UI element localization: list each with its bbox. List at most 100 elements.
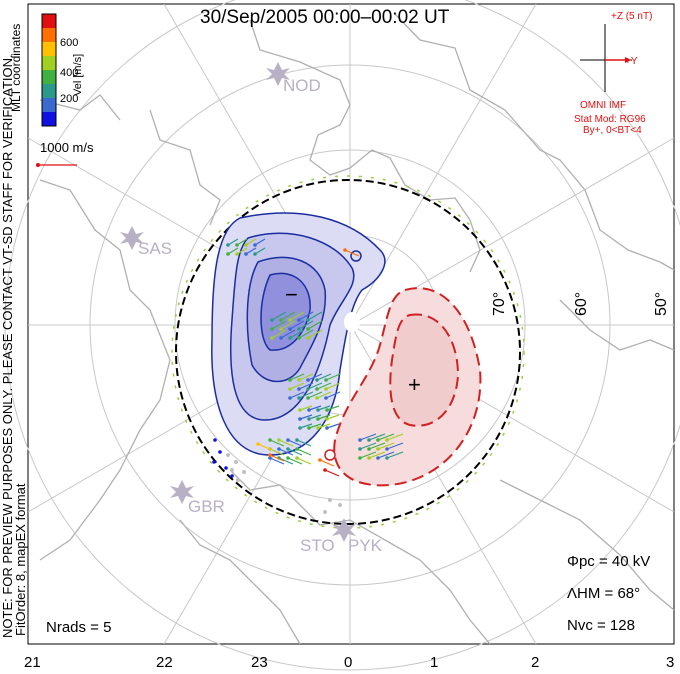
velocity-vector — [316, 391, 332, 399]
imf-source: OMNI IMF — [580, 100, 627, 111]
velocity-vector — [326, 405, 340, 411]
velocity-vector — [325, 391, 341, 399]
vector-origin — [295, 456, 299, 460]
velocity-vector — [296, 439, 312, 447]
velocity-vector — [236, 247, 248, 255]
station-marker-gbr — [170, 480, 194, 504]
imf-clock — [580, 24, 632, 92]
vector-origin — [316, 408, 320, 412]
station-label-pyk: PYK — [348, 536, 383, 555]
heppner-maynard-boundary — [175, 179, 521, 525]
velocity-vector — [289, 329, 305, 339]
velocity-vector — [269, 457, 285, 465]
vector-origin — [226, 243, 230, 247]
velocity-vector — [289, 373, 305, 381]
vector-origin — [306, 336, 310, 340]
vector-origin — [306, 318, 310, 322]
station-marker-sto — [332, 518, 356, 542]
vector-origin — [226, 252, 230, 256]
imf-condition: By+, 0<BT<4 — [583, 125, 642, 136]
velocity-vector — [316, 373, 332, 381]
velocity-vector — [278, 439, 294, 447]
imf-stat-mod: Stat Mod: RG96 — [574, 114, 646, 125]
negative-convection-cell — [211, 212, 386, 456]
coastlines — [39, 13, 675, 645]
vector-origin — [213, 438, 217, 442]
map-frame — [27, 3, 675, 645]
velocity-vector — [299, 414, 313, 420]
velocity-vector — [227, 238, 239, 246]
vector-origin — [324, 387, 328, 391]
velocity-vector — [299, 423, 313, 429]
velocity-vector — [245, 247, 257, 255]
latitude-label-50: 50° — [653, 291, 670, 316]
velocity-vector — [317, 414, 331, 420]
velocity-vector — [298, 311, 314, 321]
map-title: 30/Sep/2005 00:00–00:02 UT — [200, 7, 450, 28]
vector-origin — [325, 417, 329, 421]
velocity-vector — [245, 238, 257, 246]
velocity-vector — [278, 448, 294, 456]
velocity-vector — [307, 391, 323, 399]
velocity-vector — [289, 311, 305, 321]
contour-knot — [350, 250, 362, 262]
vector-origin — [288, 378, 292, 382]
vector-origin — [279, 336, 283, 340]
velocity-vector — [298, 391, 314, 399]
velocity-vector — [298, 320, 314, 330]
velocity-vector — [289, 320, 305, 330]
colorbar-frame — [41, 13, 57, 127]
vector-origin — [297, 387, 301, 391]
vector-origin — [324, 378, 328, 382]
vector-origin — [307, 417, 311, 421]
colorbar-tick-200: 200 — [60, 93, 79, 105]
vector-origin — [268, 453, 272, 457]
vector-origin — [218, 450, 222, 454]
vector-origin — [298, 426, 302, 430]
velocity-vector — [308, 405, 322, 411]
velocity-vector — [271, 320, 287, 330]
vector-origin — [224, 466, 228, 470]
vector-origin — [367, 456, 371, 460]
velocity-vector — [269, 454, 285, 462]
velocity-vector — [278, 457, 294, 465]
vector-origin — [298, 408, 302, 412]
velocity-vector — [298, 329, 314, 339]
velocity-vector — [386, 442, 404, 450]
velocity-vector — [307, 382, 323, 390]
vector-origin — [212, 460, 216, 464]
vector-origin — [376, 456, 380, 460]
velocity-vector — [386, 451, 404, 459]
velocity-vector — [280, 320, 296, 330]
vector-origin — [297, 396, 301, 400]
vector-origin — [230, 474, 234, 478]
velocity-vector — [377, 433, 395, 441]
vector-origin — [297, 336, 301, 340]
vector-origin — [270, 318, 274, 322]
colorbar-segment — [42, 56, 56, 71]
velocity-vector — [289, 391, 305, 399]
fit-info: FitOrder: 8, mapEX format — [13, 483, 28, 636]
vector-origin — [315, 396, 319, 400]
vector-origin — [253, 243, 257, 247]
vector-origin — [286, 456, 290, 460]
velocity-vector — [287, 439, 303, 447]
station-label-sas: SAS — [138, 239, 173, 258]
vector-origin — [288, 387, 292, 391]
imf-z-label: +Z (5 nT) — [611, 11, 653, 22]
mlt-label-0: 0 — [344, 654, 353, 671]
vector-origin — [286, 447, 290, 451]
colorbar-tick-400: 400 — [60, 67, 79, 79]
station-marker-nod — [266, 62, 290, 86]
centre-blank — [344, 312, 360, 332]
vector-origin — [253, 252, 257, 256]
velocity-vector — [236, 238, 248, 246]
vector-origin — [318, 458, 322, 462]
velocity-vector — [325, 373, 341, 381]
stat-n-rads: Nrads = 5 — [46, 619, 112, 636]
vector-origin — [325, 408, 329, 412]
velocity-vector — [287, 448, 303, 456]
colorbar-segment — [42, 112, 56, 127]
velocity-vectors — [212, 238, 404, 478]
